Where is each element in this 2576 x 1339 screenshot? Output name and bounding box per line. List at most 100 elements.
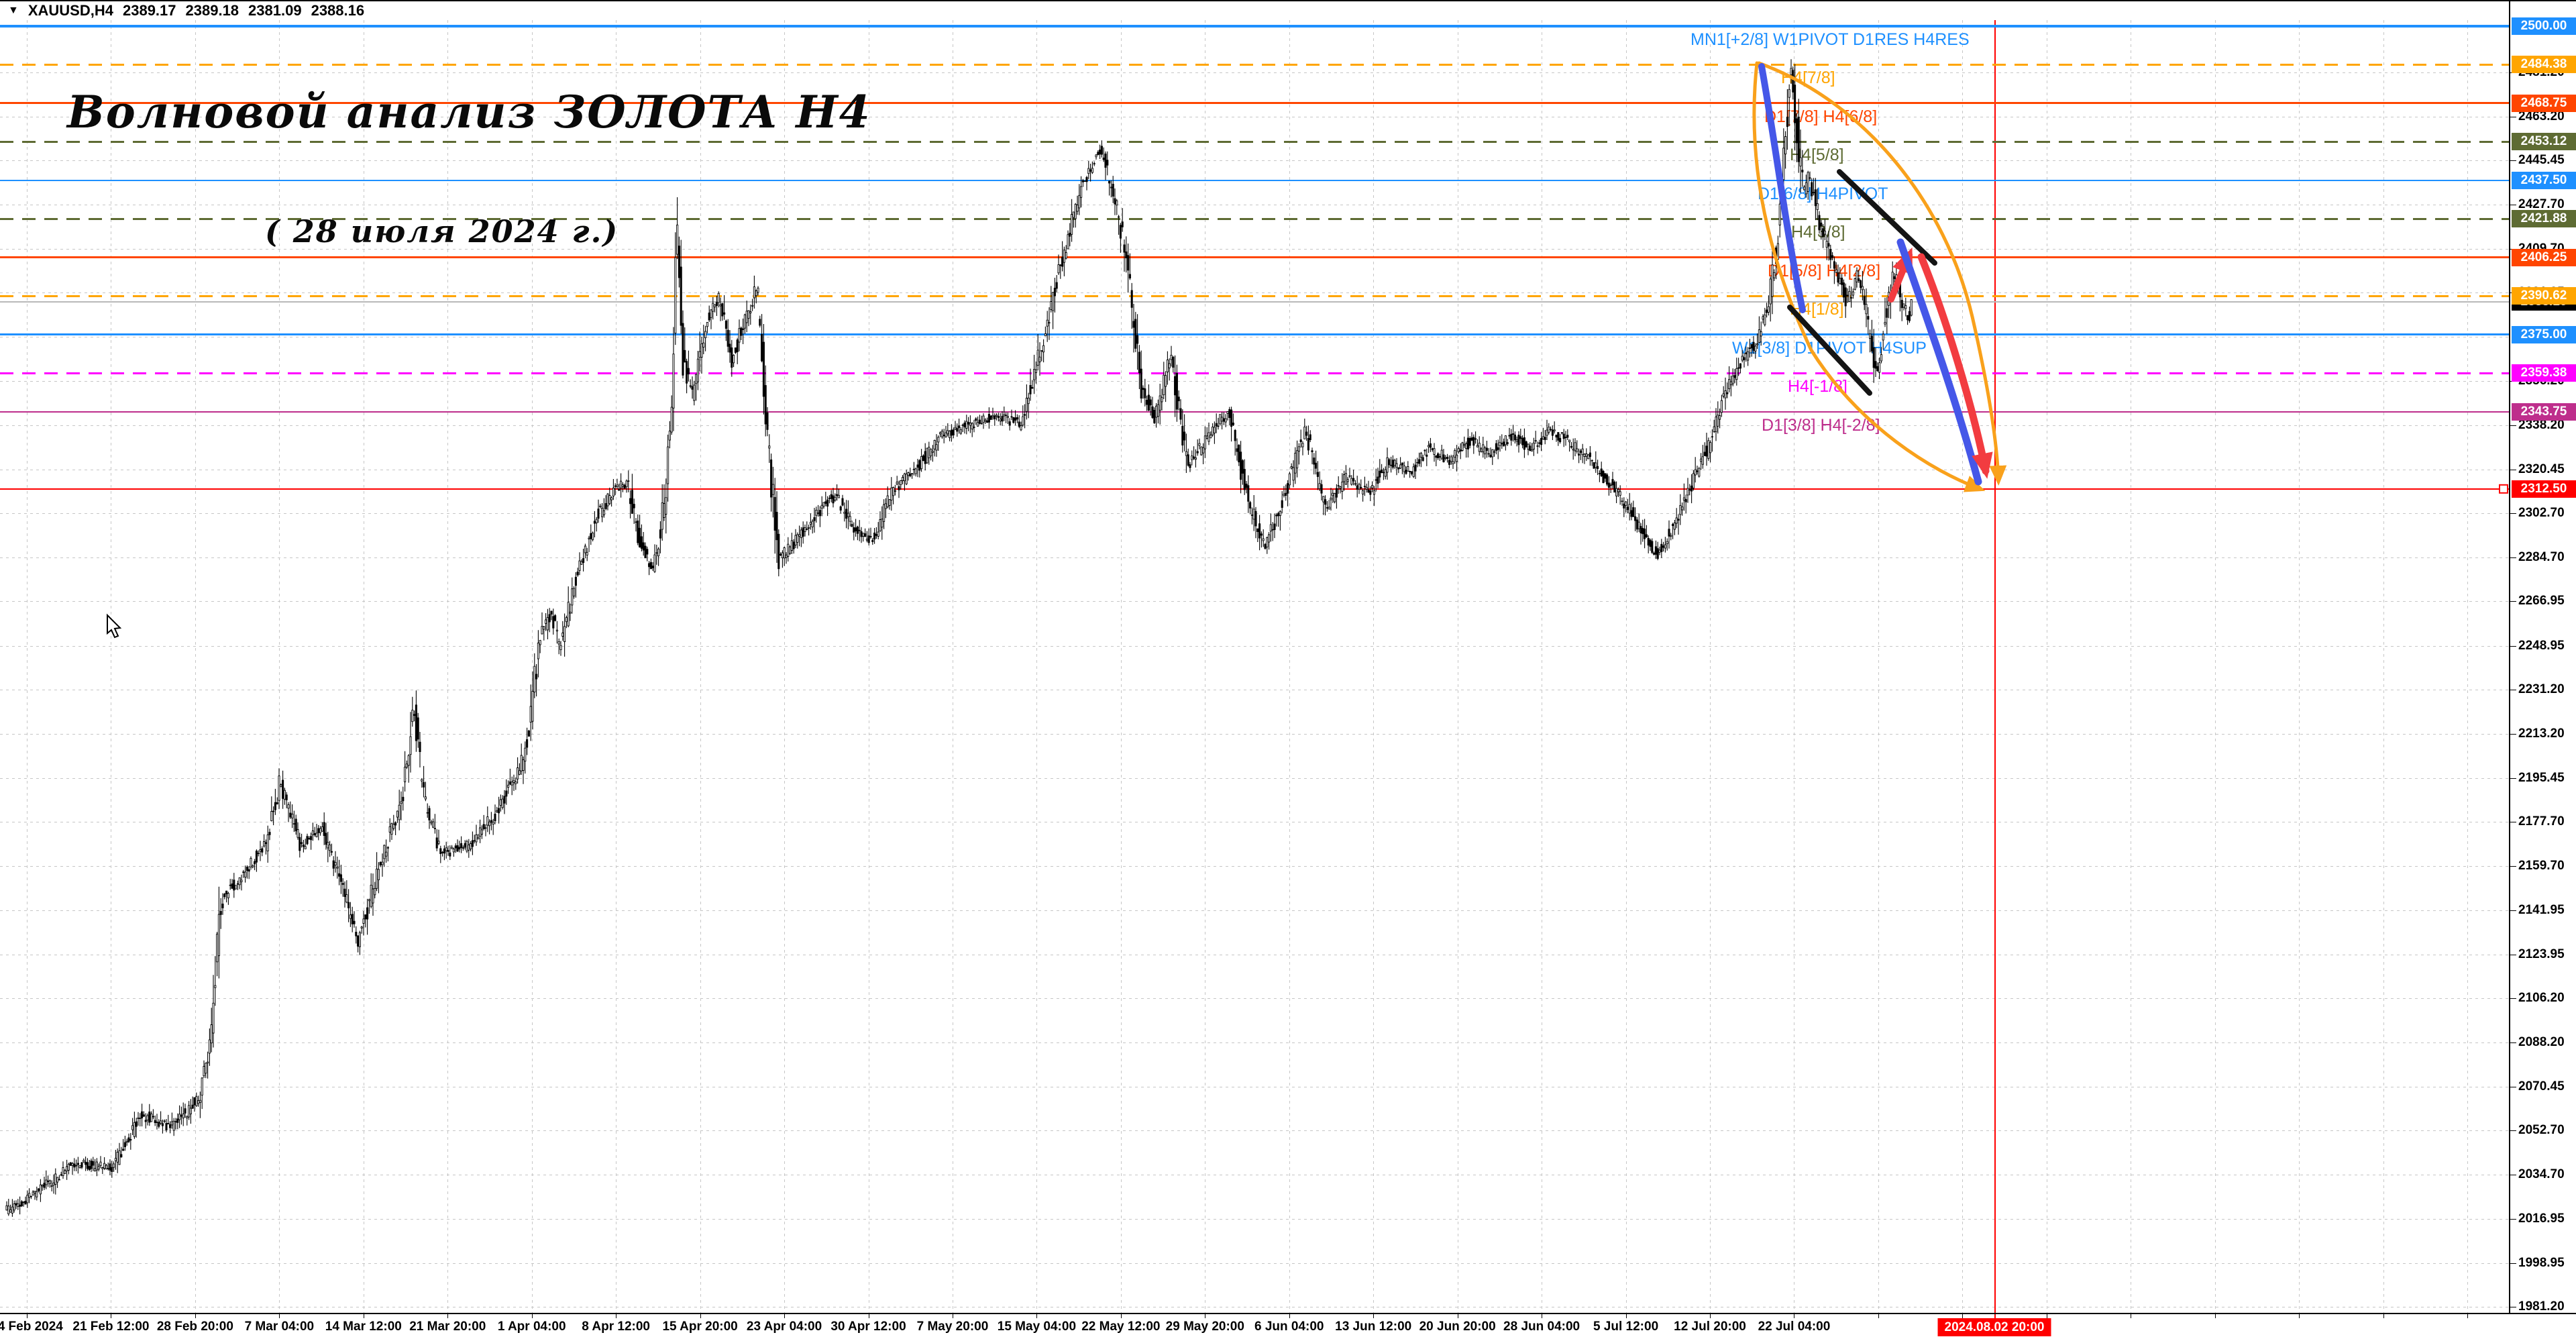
- price-gridline: [0, 601, 2509, 602]
- level-axis-box-2453.12: 2453.12: [2512, 133, 2576, 151]
- level-line-2406.25[interactable]: [0, 256, 2509, 259]
- level-line-2468.75[interactable]: [0, 102, 2509, 105]
- price-axis-label: 2141.95: [2518, 902, 2565, 917]
- level-line-2500.00[interactable]: [0, 24, 2509, 28]
- time-axis-tick: [1036, 1314, 1038, 1318]
- price-axis-label: 2106.20: [2518, 991, 2565, 1006]
- price-axis-label: 2231.20: [2518, 682, 2565, 697]
- time-axis-tick: [1962, 1314, 1964, 1318]
- price-gridline: [0, 998, 2509, 1000]
- time-gridline: [447, 20, 449, 1313]
- price-gridline: [0, 1042, 2509, 1044]
- level-axis-box-2390.62: 2390.62: [2512, 287, 2576, 305]
- time-axis-label: 7 Mar 04:00: [244, 1320, 315, 1334]
- price-gridline: [0, 425, 2509, 427]
- time-gridline: [1878, 20, 1879, 1313]
- level-line-2312.50[interactable]: [0, 488, 2509, 490]
- price-axis-label: 2016.95: [2518, 1211, 2565, 1226]
- level-axis-box-2312.50: 2312.50: [2512, 480, 2576, 498]
- time-axis-tick: [195, 1314, 196, 1318]
- forecast-ellipse-right-arc[interactable]: [1757, 61, 2007, 486]
- time-axis-tick: [1120, 1314, 1122, 1318]
- price-axis-label: 2266.95: [2518, 594, 2565, 608]
- mouse-cursor: [107, 613, 122, 639]
- bid-price-line: [0, 301, 2509, 303]
- price-gridline: [0, 778, 2509, 779]
- analysis-title[interactable]: Волновой анализ ЗОЛОТА Н4: [67, 86, 871, 138]
- level-label-2500.00: MN1[+2/8] W1PIVOT D1RES H4RES: [1690, 30, 1970, 49]
- price-gridline: [0, 160, 2509, 162]
- forecast-down-red-arrow[interactable]: [1917, 253, 1993, 479]
- time-axis-label: 6 Jun 04:00: [1254, 1320, 1324, 1334]
- price-gridline: [0, 1130, 2509, 1132]
- quote-low: 2381.09: [248, 1, 302, 19]
- level-axis-box-2359.38: 2359.38: [2512, 364, 2576, 382]
- quote-high: 2389.18: [185, 1, 239, 19]
- candles-and-drawings-layer: [5, 59, 2508, 1217]
- projection-vertical-line[interactable]: [1994, 20, 1996, 1313]
- forecast-down-blue-arrow[interactable]: [1896, 238, 1982, 486]
- level-label-2406.25: D1[5/8] H4[2/8]: [1768, 261, 1881, 280]
- time-axis-label: 29 May 20:00: [1165, 1320, 1244, 1334]
- time-gridline: [2214, 20, 2216, 1313]
- time-gridline: [1289, 20, 1290, 1313]
- price-axis-label: 2248.95: [2518, 638, 2565, 653]
- time-axis-label: 22 May 12:00: [1081, 1320, 1161, 1334]
- level-line-2375.00[interactable]: [0, 333, 2509, 336]
- time-axis-label: 8 Apr 12:00: [582, 1320, 651, 1334]
- level-line-2437.50[interactable]: [0, 179, 2509, 181]
- price-axis-tick: [2510, 557, 2516, 559]
- projection-date-tick: [1994, 1314, 1996, 1318]
- price-gridline: [0, 557, 2509, 559]
- time-axis-tick: [1878, 1314, 1879, 1318]
- time-gridline: [2383, 20, 2384, 1313]
- level-line-2343.75[interactable]: [0, 411, 2509, 413]
- level-line-2453.12[interactable]: [0, 140, 2509, 143]
- price-axis-label: 2052.70: [2518, 1123, 2565, 1138]
- time-axis-label: 14 Feb 2024: [0, 1320, 63, 1334]
- chart-plot-area[interactable]: ▼ XAUUSD,H4 2389.17 2389.18 2381.09 2388…: [0, 1, 2509, 1313]
- forecast-ellipse-left-arc[interactable]: [1752, 61, 1986, 492]
- impulse-down-blue-arrow[interactable]: [1758, 63, 1806, 313]
- time-axis-tick: [279, 1314, 280, 1318]
- time-axis-label: 14 Mar 12:00: [325, 1320, 402, 1334]
- projection-date-label: 2024.08.02 20:00: [1937, 1318, 2051, 1336]
- time-axis-tick: [2214, 1314, 2216, 1318]
- red-line-endpoint-handle[interactable]: [2499, 484, 2508, 494]
- price-axis-label: 2445.45: [2518, 153, 2565, 168]
- symbol-dropdown-icon[interactable]: ▼: [8, 4, 19, 16]
- time-axis-tick: [1373, 1314, 1375, 1318]
- time-axis-tick: [447, 1314, 449, 1318]
- price-axis-label: 2123.95: [2518, 947, 2565, 961]
- quote-open: 2389.17: [122, 1, 176, 19]
- price-gridline: [0, 734, 2509, 735]
- time-axis[interactable]: 14 Feb 2024 21 Feb 12:00 28 Feb 20:00 7 Mar…: [0, 1313, 2576, 1339]
- price-axis-tick: [2510, 160, 2516, 162]
- time-axis-label: 15 Apr 20:00: [662, 1320, 738, 1334]
- price-axis-label: 1998.95: [2518, 1255, 2565, 1270]
- price-gridline: [0, 72, 2509, 73]
- channel-line-upper[interactable]: [1837, 169, 1937, 266]
- time-gridline: [2299, 20, 2300, 1313]
- time-axis-tick: [1289, 1314, 1290, 1318]
- time-axis-label: 12 Jul 20:00: [1674, 1320, 1746, 1334]
- price-axis-label: 2427.70: [2518, 197, 2565, 211]
- price-axis-label: 2177.70: [2518, 814, 2565, 828]
- channel-line-lower[interactable]: [1787, 305, 1872, 396]
- price-axis-label: 2320.45: [2518, 462, 2565, 476]
- price-gridline: [0, 292, 2509, 294]
- time-axis-label: 20 Jun 20:00: [1419, 1320, 1496, 1334]
- price-axis-tick: [2510, 1263, 2516, 1264]
- level-line-2390.62[interactable]: [0, 294, 2509, 297]
- level-axis-box-2468.75: 2468.75: [2512, 94, 2576, 112]
- price-axis-label: 2195.45: [2518, 770, 2565, 785]
- level-line-2421.88[interactable]: [0, 217, 2509, 220]
- time-axis-label: 28 Jun 04:00: [1503, 1320, 1580, 1334]
- price-axis[interactable]: 2481.202463.202445.452427.702409.702391.…: [2509, 1, 2576, 1314]
- time-axis-label: 21 Mar 20:00: [409, 1320, 486, 1334]
- price-axis-label: 1981.20: [2518, 1299, 2565, 1314]
- level-line-2359.38[interactable]: [0, 372, 2509, 374]
- time-axis-label: 30 Apr 12:00: [830, 1320, 906, 1334]
- level-line-2484.38[interactable]: [0, 63, 2509, 66]
- analysis-subtitle[interactable]: ( 28 июля 2024 г.): [265, 213, 619, 250]
